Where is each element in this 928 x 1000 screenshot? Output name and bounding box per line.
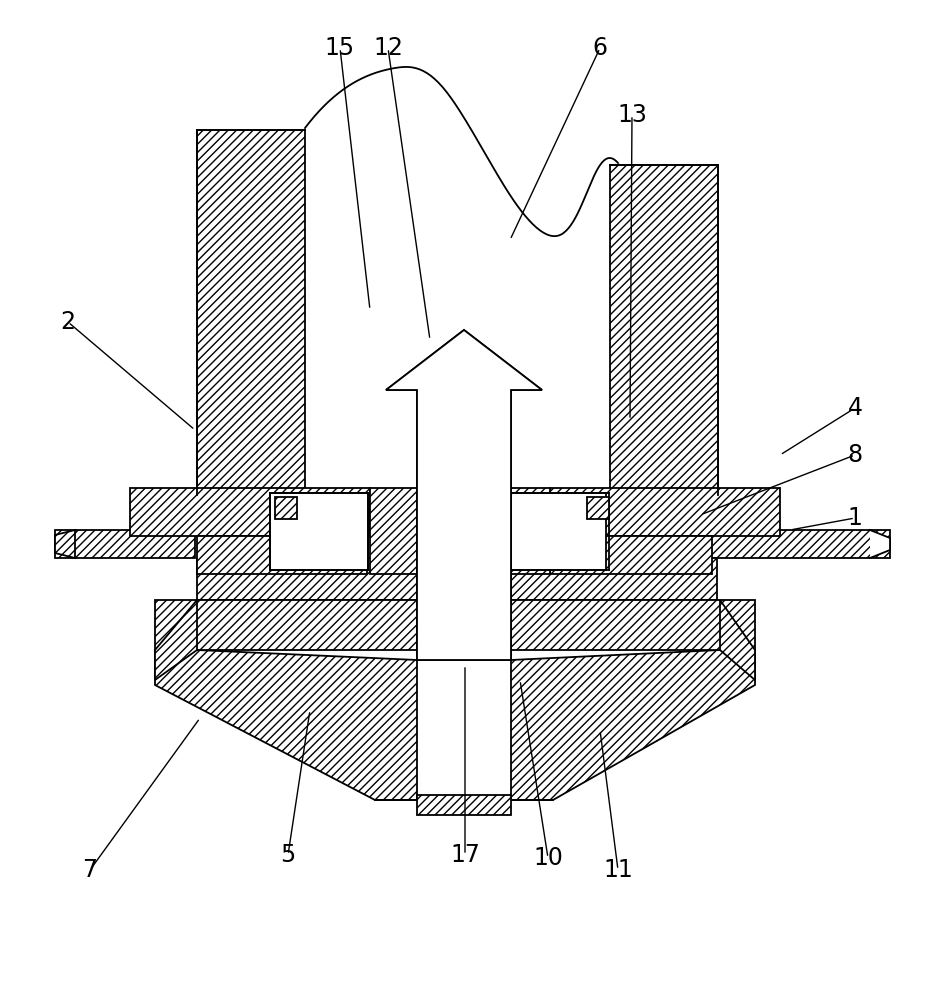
Text: 1: 1 [846, 506, 861, 530]
Bar [130, 488, 369, 536]
Text: 15: 15 [325, 36, 354, 60]
Bar [55, 530, 195, 558]
Bar [510, 493, 605, 570]
Text: 5: 5 [280, 843, 295, 867]
Text: 10: 10 [533, 846, 562, 870]
Bar [197, 130, 304, 495]
Bar [586, 497, 609, 519]
Bar [155, 600, 754, 650]
Bar [275, 497, 297, 519]
Text: 12: 12 [373, 36, 403, 60]
Text: 4: 4 [846, 396, 861, 420]
Bar [549, 536, 711, 574]
Text: 6: 6 [592, 36, 607, 60]
Bar [369, 488, 417, 574]
Polygon shape [719, 600, 754, 680]
Polygon shape [155, 650, 417, 800]
Text: 17: 17 [449, 843, 480, 867]
Text: 13: 13 [616, 103, 646, 127]
Polygon shape [869, 530, 889, 558]
Polygon shape [386, 330, 541, 660]
Bar [549, 488, 780, 536]
Text: 2: 2 [60, 310, 75, 334]
Text: 11: 11 [602, 858, 632, 882]
Bar [639, 530, 889, 558]
Bar [270, 493, 367, 570]
Text: 8: 8 [846, 443, 861, 467]
Polygon shape [386, 330, 541, 660]
Bar [197, 536, 367, 574]
Polygon shape [510, 650, 754, 800]
Polygon shape [155, 600, 197, 680]
Polygon shape [55, 530, 75, 558]
Bar [417, 795, 510, 815]
Bar [510, 488, 549, 574]
Bar [197, 558, 716, 600]
Bar [610, 165, 717, 495]
Text: 7: 7 [83, 858, 97, 882]
